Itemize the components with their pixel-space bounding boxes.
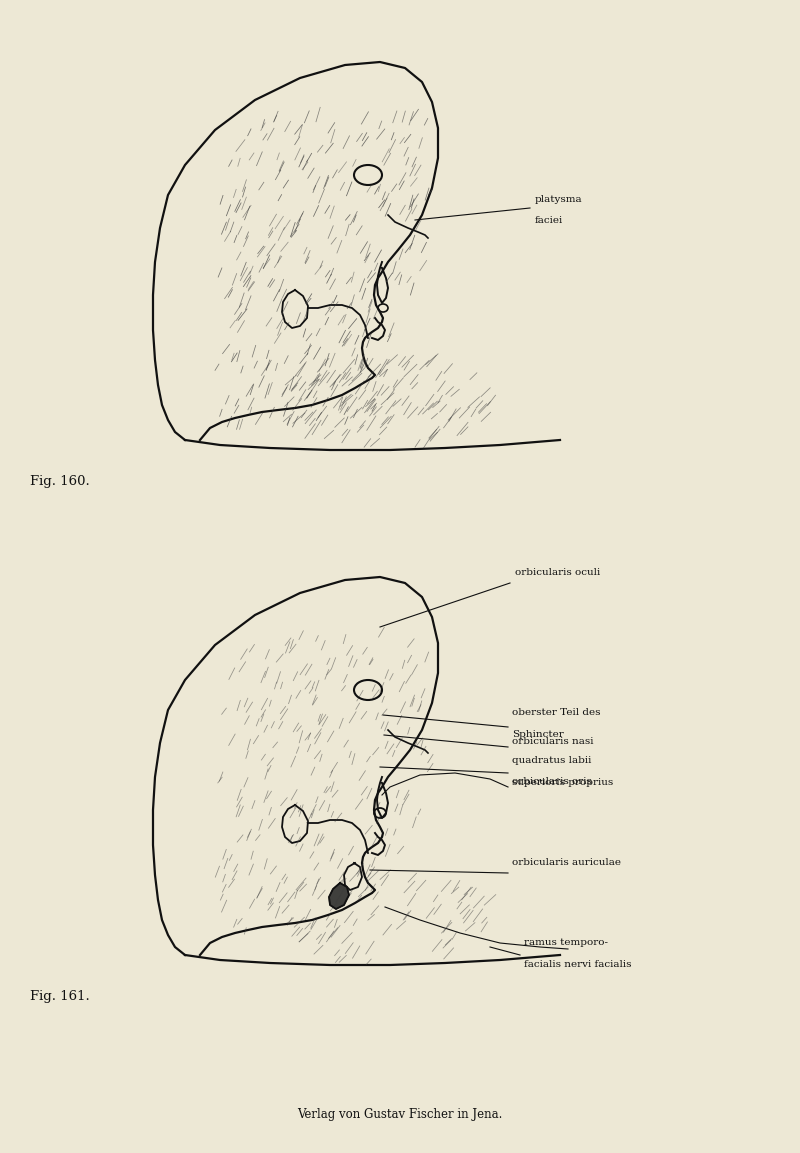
Text: oberster Teil des: oberster Teil des: [512, 708, 601, 717]
Text: Sphincter: Sphincter: [512, 730, 564, 739]
Text: faciei: faciei: [535, 216, 563, 225]
Text: platysma: platysma: [535, 195, 582, 204]
Text: Fig. 160.: Fig. 160.: [30, 475, 90, 488]
Polygon shape: [329, 883, 349, 909]
Text: orbicularis oris: orbicularis oris: [512, 776, 592, 785]
Text: Verlag von Gustav Fischer in Jena.: Verlag von Gustav Fischer in Jena.: [298, 1108, 502, 1121]
Text: ramus temporo-: ramus temporo-: [524, 939, 608, 947]
Text: quadratus labii: quadratus labii: [512, 756, 591, 764]
Text: orbicularis auriculae: orbicularis auriculae: [512, 858, 621, 867]
Text: orbicularis oculi: orbicularis oculi: [515, 568, 600, 576]
Text: Fig. 161.: Fig. 161.: [30, 990, 90, 1003]
Text: superioris proprius: superioris proprius: [512, 778, 614, 787]
Text: orbicularis nasi: orbicularis nasi: [512, 737, 594, 746]
Text: facialis nervi facialis: facialis nervi facialis: [524, 960, 631, 969]
